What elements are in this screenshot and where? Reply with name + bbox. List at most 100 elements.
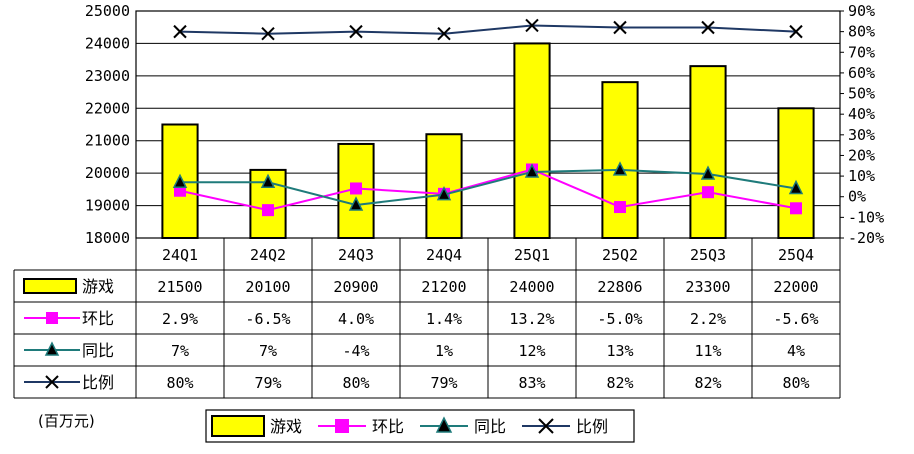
table-key-marker-比例 (45, 375, 59, 389)
legend-key-marker-同比 (435, 416, 453, 433)
cell-环比-25Q4: -5.6% (773, 310, 818, 328)
cell-同比-25Q1: 12% (518, 342, 545, 360)
cell-同比-25Q4: 4% (787, 342, 805, 360)
y-right-tick-label: 30% (848, 126, 875, 144)
cell-比例-25Q2: 82% (606, 374, 633, 392)
bar-25Q2 (601, 81, 639, 239)
y-right-tick-label: -10% (848, 208, 884, 226)
point-环比-25Q3 (702, 186, 714, 199)
category-label-25Q3: 25Q3 (690, 246, 726, 264)
point-比例-24Q1 (173, 24, 187, 39)
cell-游戏-25Q4: 22000 (773, 278, 818, 296)
row-label-比例: 比例 (82, 373, 114, 392)
category-label-24Q1: 24Q1 (162, 246, 198, 264)
legend-label-同比: 同比 (474, 417, 506, 436)
y-left-tick-label: 21000 (85, 132, 130, 150)
legend-key-marker-环比 (335, 419, 349, 433)
bar-25Q1 (513, 42, 551, 239)
cell-游戏-24Q4: 21200 (421, 278, 466, 296)
cell-环比-24Q2: -6.5% (245, 310, 290, 328)
y-right-tick-label: 90% (848, 2, 875, 20)
y-right-tick-label: 0% (848, 188, 866, 206)
category-label-25Q2: 25Q2 (602, 246, 638, 264)
cell-同比-24Q1: 7% (171, 342, 189, 360)
row-label-环比: 环比 (82, 309, 114, 328)
y-left-tick-label: 19000 (85, 197, 130, 215)
y-right-tick-label: 20% (848, 146, 875, 164)
cell-比例-25Q4: 80% (782, 374, 809, 392)
table-key-游戏 (23, 278, 77, 294)
cell-比例-25Q1: 83% (518, 374, 545, 392)
unit-label: (百万元) (38, 412, 95, 430)
bar-25Q3 (689, 65, 727, 239)
point-环比-25Q4 (790, 202, 802, 215)
y-left-tick-label: 23000 (85, 67, 130, 85)
point-比例-24Q3 (349, 24, 363, 39)
cell-同比-25Q3: 11% (694, 342, 721, 360)
point-比例-25Q1 (525, 18, 539, 33)
bar-24Q4 (425, 133, 463, 240)
point-环比-24Q3 (350, 182, 362, 195)
legend-label-游戏: 游戏 (270, 417, 302, 436)
point-比例-25Q3 (701, 20, 715, 35)
table-key-marker-环比 (46, 312, 58, 324)
point-环比-25Q2 (614, 201, 626, 214)
legend-label-比例: 比例 (576, 417, 608, 436)
point-同比-24Q2 (260, 173, 276, 189)
cell-比例-24Q2: 79% (254, 374, 281, 392)
series-line-同比 (180, 168, 797, 206)
cell-同比-24Q2: 7% (259, 342, 277, 360)
y-left-tick-label: 25000 (85, 2, 130, 20)
category-label-25Q4: 25Q4 (778, 246, 814, 264)
y-left-tick-label: 20000 (85, 164, 130, 182)
y-right-tick-label: 50% (848, 85, 875, 103)
cell-游戏-24Q2: 20100 (245, 278, 290, 296)
row-label-同比: 同比 (82, 341, 114, 360)
point-同比-25Q1 (524, 163, 540, 178)
point-同比-24Q3 (348, 196, 364, 211)
row-label-游戏: 游戏 (82, 277, 114, 296)
cell-游戏-25Q2: 22806 (597, 278, 642, 296)
cell-比例-24Q4: 79% (430, 374, 457, 392)
y-right-tick-label: 60% (848, 64, 875, 82)
category-label-24Q4: 24Q4 (426, 246, 462, 264)
cell-同比-25Q2: 13% (606, 342, 633, 360)
cell-游戏-25Q1: 24000 (509, 278, 554, 296)
y-left-tick-label: 24000 (85, 34, 130, 52)
point-比例-24Q4 (437, 26, 451, 41)
category-label-24Q2: 24Q2 (250, 246, 286, 264)
cell-游戏-24Q1: 21500 (157, 278, 202, 296)
cell-比例-24Q1: 80% (166, 374, 193, 392)
y-right-tick-label: 40% (848, 105, 875, 123)
cell-环比-24Q3: 4.0% (338, 310, 374, 328)
legend-key-marker-比例 (538, 418, 554, 434)
point-同比-24Q4 (436, 185, 452, 201)
point-同比-24Q1 (172, 173, 188, 189)
cell-游戏-25Q3: 23300 (685, 278, 730, 296)
cell-环比-25Q2: -5.0% (597, 310, 642, 328)
y-right-tick-label: 70% (848, 43, 875, 61)
point-比例-25Q4 (789, 24, 803, 39)
y-right-tick-label: 10% (848, 167, 875, 185)
point-同比-25Q3 (700, 165, 716, 180)
cell-比例-24Q3: 80% (342, 374, 369, 392)
point-同比-25Q2 (612, 161, 628, 176)
series-line-环比 (179, 168, 797, 212)
cell-环比-24Q1: 2.9% (162, 310, 198, 328)
point-比例-24Q2 (261, 26, 275, 41)
y-left-tick-label: 18000 (85, 229, 130, 247)
point-比例-25Q2 (613, 20, 627, 35)
point-同比-25Q4 (788, 179, 804, 195)
category-label-25Q1: 25Q1 (514, 246, 550, 264)
series-line-比例 (179, 24, 797, 35)
cell-同比-24Q4: 1% (435, 342, 453, 360)
bar-25Q4 (777, 107, 815, 239)
table-key-marker-同比 (44, 341, 60, 356)
cell-环比-25Q1: 13.2% (509, 310, 554, 328)
cell-同比-24Q3: -4% (342, 342, 369, 360)
y-left-tick-label: 22000 (85, 99, 130, 117)
cell-比例-25Q3: 82% (694, 374, 721, 392)
category-label-24Q3: 24Q3 (338, 246, 374, 264)
legend-label-环比: 环比 (372, 417, 404, 436)
